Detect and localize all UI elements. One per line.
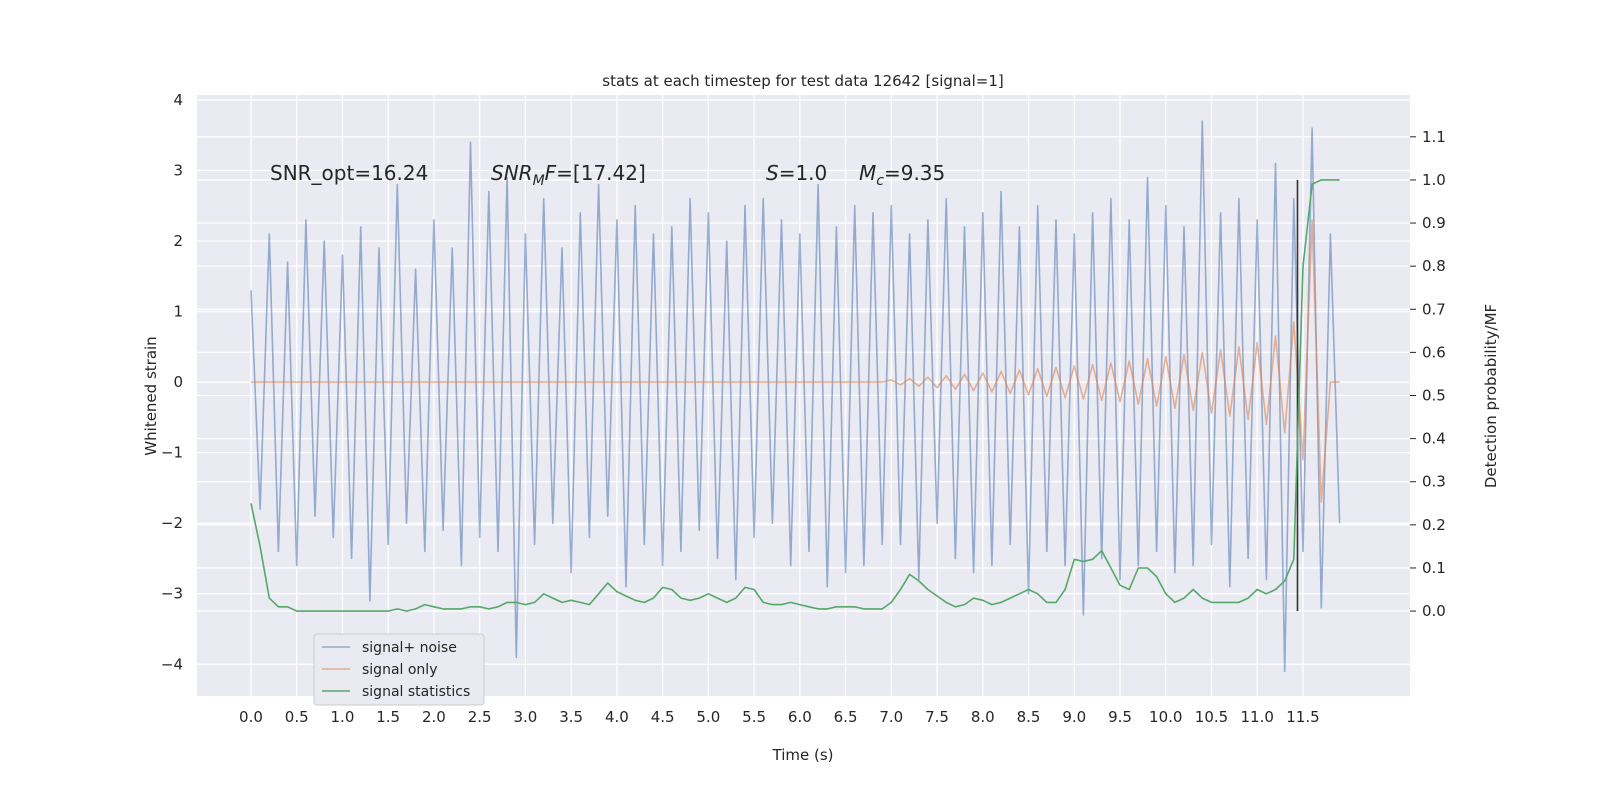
- series-line: [251, 219, 1340, 503]
- x-axis-label: Time (s): [772, 746, 834, 764]
- x-tick-label: 3.5: [559, 708, 583, 726]
- x-tick-label: 3.0: [513, 708, 537, 726]
- annotation-part: c: [876, 173, 884, 189]
- annotation-part: S: [766, 161, 779, 185]
- y-axis-label: Whitened strain: [142, 336, 160, 455]
- annotation-part: =[17.42]: [556, 161, 646, 185]
- y-tick-label: 3: [173, 161, 183, 179]
- annotation-part: =1.0: [779, 161, 828, 185]
- y2-tick-label: 0.4: [1422, 430, 1446, 448]
- y-tick-label: 1: [173, 303, 183, 321]
- x-tick-label: 6.5: [834, 708, 858, 726]
- x-tick-label: 4.5: [651, 708, 675, 726]
- x-tick-label: 9.5: [1108, 708, 1132, 726]
- y2-tick-label: 0.0: [1422, 602, 1446, 620]
- annotation: S=1.0: [766, 161, 827, 185]
- annotation: SNRMF=[17.42]: [491, 161, 646, 189]
- x-tick-label: 1.5: [376, 708, 400, 726]
- x-tick-label: 5.5: [742, 708, 766, 726]
- series-line: [250, 120, 1341, 673]
- legend-label: signal statistics: [362, 684, 470, 700]
- y2-tick-label: 0.3: [1422, 473, 1446, 491]
- x-tick-label: 4.0: [605, 708, 629, 726]
- y-tick-label: −3: [161, 585, 183, 603]
- x-tick-label: 8.0: [971, 708, 995, 726]
- annotation-part: SNR_opt=16.24: [270, 161, 428, 185]
- x-tick-label: 7.5: [925, 708, 949, 726]
- y2-tick-label: 0.8: [1422, 257, 1446, 275]
- x-tick-label: 11.5: [1286, 708, 1319, 726]
- y2-tick-label: 0.6: [1422, 343, 1446, 361]
- y-tick-label: −1: [161, 444, 183, 462]
- y-tick-label: −2: [161, 514, 183, 532]
- annotation-part: SNR: [491, 161, 533, 185]
- x-tick-label: 8.5: [1017, 708, 1041, 726]
- chart-title: stats at each timestep for test data 126…: [602, 72, 1003, 90]
- annotation-part: M: [859, 161, 876, 185]
- x-tick-label: 0.0: [239, 708, 263, 726]
- y2-tick-label: 1.0: [1422, 171, 1446, 189]
- x-tick-label: 10.0: [1149, 708, 1182, 726]
- y2-axis-label: Detection probability/MF: [1482, 304, 1500, 488]
- x-tick-label: 2.0: [422, 708, 446, 726]
- x-tick-label: 1.0: [331, 708, 355, 726]
- legend-box: [313, 633, 485, 706]
- y2-tick-label: 0.9: [1422, 214, 1446, 232]
- annotation: SNR_opt=16.24: [270, 161, 428, 185]
- y2-tick-label: 0.2: [1422, 516, 1446, 534]
- x-tick-label: 2.5: [468, 708, 492, 726]
- legend: signal+ noise signal only signal statistic…: [313, 633, 485, 706]
- x-tick-label: 0.5: [285, 708, 309, 726]
- annotation: Mc=9.35: [859, 161, 945, 189]
- y-tick-label: 0: [173, 373, 183, 391]
- legend-label: signal+ noise: [362, 640, 457, 656]
- y2-tick-label: 0.1: [1422, 559, 1446, 577]
- y-tick-label: 4: [173, 91, 183, 109]
- annotation-part: M: [533, 173, 545, 189]
- x-tick-label: 5.0: [696, 708, 720, 726]
- x-tick-label: 9.0: [1062, 708, 1086, 726]
- y2-tick-label: 1.1: [1422, 128, 1446, 146]
- x-tick-label: 10.5: [1195, 708, 1228, 726]
- annotation-part: F: [545, 161, 557, 185]
- y2-tick-label: 0.5: [1422, 387, 1446, 405]
- x-tick-label: 7.0: [879, 708, 903, 726]
- y2-tick-label: 0.7: [1422, 300, 1446, 318]
- y-tick-label: −4: [161, 655, 183, 673]
- y-tick-label: 2: [173, 232, 183, 250]
- x-tick-label: 11.0: [1241, 708, 1274, 726]
- series-line: [250, 179, 1340, 612]
- x-tick-label: 6.0: [788, 708, 812, 726]
- legend-label: signal only: [362, 662, 437, 678]
- annotation-part: =9.35: [884, 161, 945, 185]
